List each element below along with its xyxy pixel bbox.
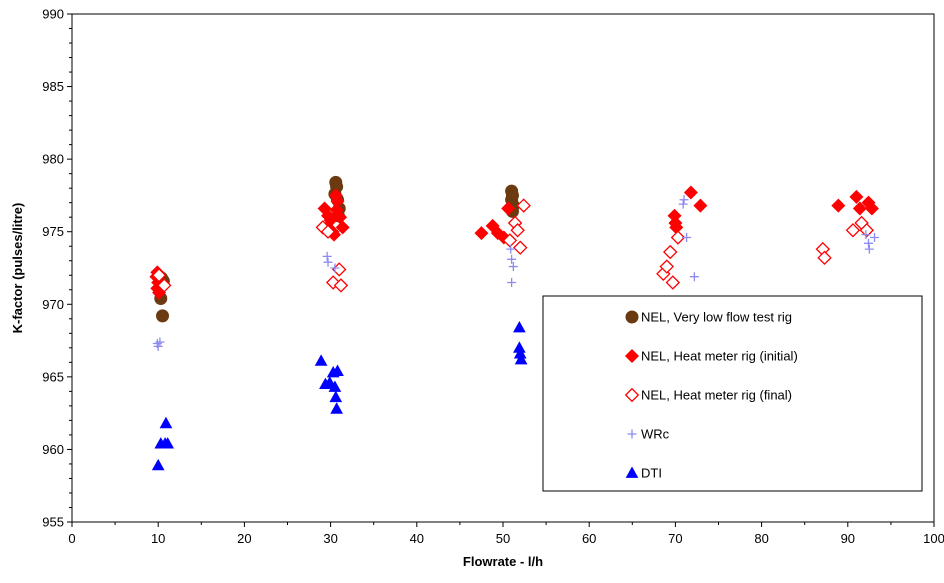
point-plus [507,254,517,264]
point-diamond [831,198,846,213]
data-points [149,175,880,471]
point-plus [322,251,332,261]
y-tick-label: 975 [42,224,64,239]
x-tick-label: 40 [410,531,424,546]
point-diamond [335,220,350,235]
point-triangle [323,376,337,388]
x-tick-label: 60 [582,531,596,546]
point-diamond-open [502,233,518,248]
legend-label: NEL, Heat meter rig (final) [641,388,792,403]
point-triangle [159,416,173,429]
point-triangle [314,354,328,366]
point-triangle [329,390,343,403]
legend-label: NEL, Heat meter rig (initial) [641,349,798,364]
point-diamond-open [157,278,172,293]
point-triangle [151,458,165,471]
point-diamond [849,189,864,204]
legend-marker [625,310,639,324]
point-plus [153,341,163,351]
y-tick-label: 980 [42,152,64,167]
y-tick-label: 965 [42,369,64,384]
point-diamond [852,201,867,216]
x-tick-label: 50 [496,531,510,546]
point-diamond-open [333,278,349,293]
point-diamond-open [663,244,678,260]
point-diamond-open [151,268,167,283]
point-diamond [683,185,698,200]
point-plus [861,230,871,240]
point-diamond-open [670,230,686,245]
x-tick-label: 30 [323,531,337,546]
legend-label: WRc [641,427,670,442]
x-tick-label: 0 [68,531,75,546]
point-diamond-open [513,240,528,255]
point-plus [330,263,340,273]
point-triangle [514,352,528,365]
point-plus [155,337,165,347]
point-diamond-open [320,224,336,239]
point-diamond [501,201,516,216]
point-circle [156,309,170,323]
y-tick-label: 970 [42,297,64,312]
x-tick-label: 70 [668,531,682,546]
point-triangle [161,437,175,449]
point-plus [870,233,880,243]
point-plus [678,199,688,209]
legend-box [542,295,923,492]
axis-ticks: 0 10 20 30 40 50 60 70 80 90 100 955 960 965 970 975 980… [42,7,944,547]
point-diamond-open [510,223,525,238]
point-plus [507,278,517,288]
point-diamond [474,226,489,241]
x-tick-label: 10 [151,531,165,546]
x-tick-label: 20 [237,531,251,546]
point-plus [863,238,873,248]
point-plus [508,262,518,272]
legend-marker [624,348,640,364]
point-plus [689,272,699,282]
point-diamond-open [659,259,674,274]
point-diamond-open [665,275,681,290]
x-tick-label: 90 [841,531,855,546]
y-tick-label: 960 [42,442,64,457]
legend-label: NEL, Very low flow test rig [641,310,792,325]
point-triangle [331,364,344,376]
point-diamond [864,201,879,216]
point-triangle [513,320,526,333]
legend-label: DTI [641,466,662,481]
point-diamond-open [845,223,861,238]
y-tick-label: 990 [42,7,64,22]
legend-marker [624,387,640,403]
legend-marker [627,429,637,439]
x-axis-title: Flowrate - l/h [463,554,543,569]
point-triangle [328,380,342,392]
point-plus [323,257,333,267]
point-diamond-open [325,275,341,290]
point-diamond [693,198,708,213]
y-axis-title: K-factor (pulses/litre) [10,203,25,334]
x-tick-label: 100 [923,531,944,546]
y-tick-label: 955 [42,515,64,530]
point-plus [506,244,516,254]
point-plus [682,233,692,243]
y-tick-label: 985 [42,79,64,94]
point-diamond-open [859,223,874,238]
legend: NEL, Very low flow test rig NEL, Heat met… [542,295,923,492]
point-diamond [329,202,344,217]
point-diamond-open [817,250,832,266]
x-tick-label: 80 [754,531,768,546]
point-triangle [330,402,343,414]
point-plus [679,195,689,205]
point-diamond-open [516,198,531,213]
legend-marker [625,466,639,478]
point-plus [864,244,874,254]
